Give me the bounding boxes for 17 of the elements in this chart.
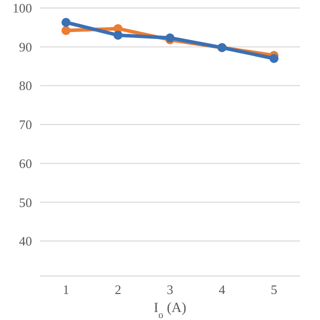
point xyxy=(270,54,278,63)
x-tick-label: 3 xyxy=(166,282,174,297)
x-tick-label: 5 xyxy=(270,282,278,297)
point xyxy=(62,18,70,27)
y-tick-label: 60 xyxy=(19,156,32,171)
y-tick-label: 80 xyxy=(19,78,32,94)
point xyxy=(62,26,70,36)
point xyxy=(114,30,122,40)
y-tick-label: 100 xyxy=(12,0,32,16)
y-tick-label: 40 xyxy=(19,234,32,249)
x-tick-label: 4 xyxy=(218,282,226,297)
y-tick-label: 90 xyxy=(19,39,32,54)
x-axis-title: I$_{o}$ (A) xyxy=(154,301,187,320)
y-tick-label: 50 xyxy=(19,194,32,210)
y-tick-label: 70 xyxy=(19,117,32,132)
x-tick-label: 2 xyxy=(114,282,122,297)
x-tick-label: 1 xyxy=(62,282,70,297)
